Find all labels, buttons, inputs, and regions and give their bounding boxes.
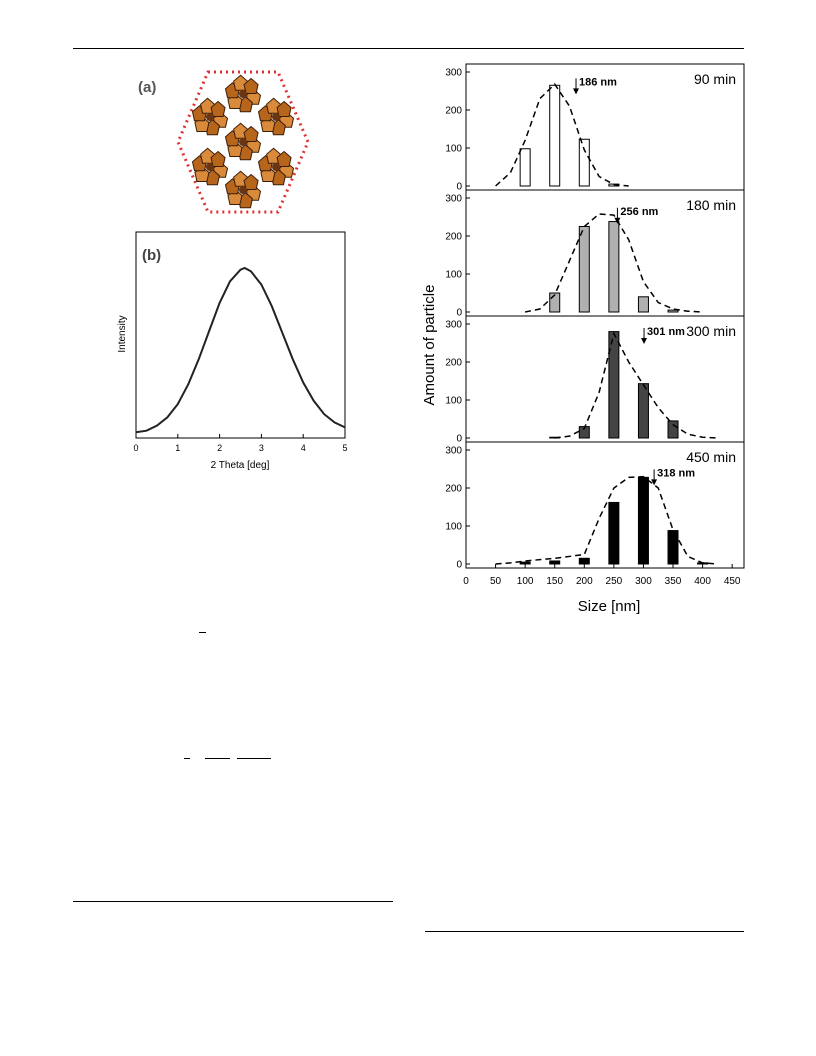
x-tick-label: 300 [635, 576, 652, 587]
xrd-xlabel: 2 Theta [deg] [211, 460, 270, 471]
xrd-x-tick-label: 2 [217, 443, 222, 453]
histogram-bar [578, 138, 590, 187]
peak-arrow-head [641, 337, 648, 344]
xrd-x-tick-label: 0 [133, 443, 138, 453]
peak-arrow-head [614, 217, 621, 224]
xrd-frame [135, 231, 346, 439]
histogram-bar [549, 560, 561, 565]
histogram-bar [667, 420, 679, 439]
polyhedron-cluster [224, 122, 262, 161]
polyhedron-cluster [191, 147, 229, 186]
fit-curve [524, 213, 703, 313]
x-tick-label: 350 [665, 576, 682, 587]
panel-time-label: 300 min [686, 323, 736, 339]
x-tick-label: 0 [463, 576, 469, 587]
y-tick-label: 100 [445, 396, 462, 407]
distribution-panel: 0 100 200 300 450 min 318 nm [445, 441, 745, 571]
panel-frame [465, 441, 745, 569]
distribution-panel: 0 100 200 300 180 min 256 nm [445, 189, 745, 319]
equation-bar-3 [205, 758, 230, 759]
peak-annotation: 318 nm [657, 467, 695, 479]
histogram-bar [637, 476, 649, 565]
polyhedron-cluster [257, 97, 295, 136]
x-tick-label: 250 [606, 576, 623, 587]
equation-bar-4 [237, 758, 271, 759]
panel-time-label: 90 min [694, 71, 736, 87]
histogram-bar [608, 501, 620, 565]
histogram-bar [578, 226, 590, 313]
histogram-bar [549, 84, 561, 187]
y-tick-label: 200 [445, 358, 462, 369]
polyhedron-cluster [224, 170, 262, 209]
y-tick-label: 300 [445, 320, 462, 331]
peak-arrow-head [651, 479, 658, 486]
y-tick-label: 100 [445, 522, 462, 533]
peak-annotation: 301 nm [647, 326, 685, 338]
fit-curve [495, 83, 629, 187]
left-footnote-rule [73, 901, 393, 902]
x-tick-label: 150 [546, 576, 563, 587]
histogram-bar [667, 309, 679, 313]
right-footnote-rule [425, 931, 744, 932]
polyhedron-cluster [224, 74, 262, 113]
y-tick-label: 200 [445, 232, 462, 243]
xrd-x-tick-label: 1 [175, 443, 180, 453]
y-tick-label: 300 [445, 194, 462, 205]
y-tick-label: 100 [445, 270, 462, 281]
histogram-bar [519, 561, 531, 565]
y-tick-label: 300 [445, 446, 462, 457]
histogram-bar [608, 331, 620, 439]
panel-a-label: (a) [138, 79, 156, 96]
x-tick-label: 400 [694, 576, 711, 587]
x-tick-label: 450 [724, 576, 741, 587]
fit-curve [495, 475, 718, 565]
polyhedron-cluster [191, 97, 229, 136]
dist-xlabel: Size [nm] [578, 598, 641, 615]
y-tick-label: 0 [456, 182, 462, 193]
xrd-x-tick-label: 5 [342, 443, 347, 453]
y-tick-label: 0 [456, 308, 462, 319]
histogram-bar [608, 221, 620, 313]
equation-bar-1 [199, 632, 206, 633]
hexagon-outline [176, 70, 310, 214]
histogram-bar [578, 557, 590, 565]
size-distribution-chart: 0 100 200 300 90 min 186 nm 0 100 200 300 180 min 2… [421, 63, 745, 615]
histogram-bar [637, 383, 649, 439]
xrd-x-tick-label: 4 [301, 443, 306, 453]
xrd-x-tick-label: 3 [259, 443, 264, 453]
dist-ylabel: Amount of particle [421, 285, 438, 406]
y-tick-label: 100 [445, 144, 462, 155]
polyhedra-cluster [191, 74, 295, 209]
panel-b-label: (b) [142, 247, 161, 264]
xrd-ylabel: Intensity [117, 315, 128, 352]
peak-arrow-head [573, 88, 580, 95]
fit-curve [554, 331, 718, 439]
xrd-chart: (b) 0 1 2 3 4 5 2 Theta [deg] Intensity [117, 231, 348, 471]
panel-time-label: 450 min [686, 449, 736, 465]
header-rule [73, 48, 744, 49]
polyhedron-cluster [257, 147, 295, 186]
x-tick-label: 100 [517, 576, 534, 587]
y-tick-label: 200 [445, 106, 462, 117]
equation-bar-2 [184, 758, 190, 759]
histogram-bar [637, 296, 649, 313]
y-tick-label: 200 [445, 484, 462, 495]
y-tick-label: 0 [456, 560, 462, 571]
distribution-panel: 0 100 200 300 90 min 186 nm [445, 63, 745, 193]
peak-annotation: 256 nm [620, 206, 658, 218]
y-tick-label: 0 [456, 434, 462, 445]
x-tick-label: 200 [576, 576, 593, 587]
panel-time-label: 180 min [686, 197, 736, 213]
x-tick-label: 50 [490, 576, 502, 587]
peak-annotation: 186 nm [579, 76, 617, 88]
structure-figure: (a) [138, 70, 310, 214]
histogram-bar [519, 148, 531, 187]
histogram-bar [549, 292, 561, 313]
xrd-curve [135, 266, 346, 434]
y-tick-label: 300 [445, 68, 462, 79]
